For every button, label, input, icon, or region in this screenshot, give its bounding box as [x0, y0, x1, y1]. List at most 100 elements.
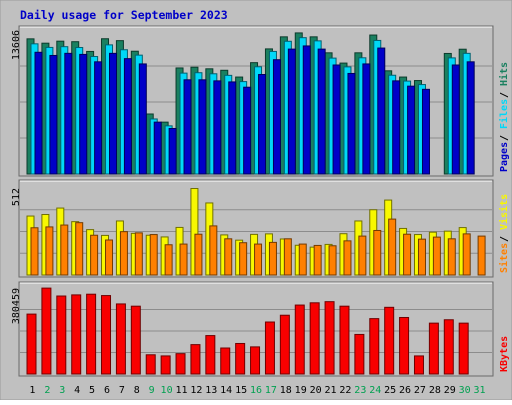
bar-sites [403, 233, 412, 276]
bar-sites [417, 238, 426, 276]
max-value-label: 512 [11, 188, 22, 206]
bar-kbytes [279, 314, 290, 375]
bar-kbytes [220, 347, 231, 375]
bar-sites [373, 229, 382, 276]
bar-sites [313, 244, 322, 276]
bar-sites [298, 243, 307, 276]
bar-sites [194, 233, 203, 276]
bar-pages [362, 63, 371, 175]
bar-kbytes [339, 305, 350, 375]
bar-kbytes [324, 301, 335, 375]
bar-kbytes [41, 287, 52, 375]
bar-kbytes [101, 295, 112, 375]
max-value-label: 380459 [11, 288, 22, 324]
legend-separator: / [499, 236, 510, 242]
x-tick-label: 20 [310, 385, 322, 396]
x-tick-label: 5 [89, 385, 95, 396]
bar-sites [105, 239, 114, 276]
bar-sites [388, 218, 397, 276]
bar-pages [392, 80, 401, 175]
legend-label-hits: Hits [498, 62, 510, 86]
legend-separator: / [499, 92, 510, 98]
bar-sites [358, 235, 367, 276]
x-tick-label: 11 [175, 385, 187, 396]
x-tick-label: 6 [104, 385, 110, 396]
x-tick-label: 21 [324, 385, 336, 396]
legend-label-kbytes: KBytes [499, 336, 510, 372]
bar-kbytes [235, 342, 246, 375]
max-value-label: 13606 [11, 30, 22, 60]
bar-kbytes [354, 333, 365, 375]
x-tick-label: 30 [459, 385, 471, 396]
bar-sites [30, 227, 39, 276]
x-tick-label: 31 [474, 385, 486, 396]
chart-title: Daily usage for September 2023 [20, 8, 228, 22]
bar-pages [94, 61, 103, 175]
bar-pages [64, 52, 73, 175]
x-tick-label: 26 [399, 385, 411, 396]
x-tick-label: 23 [354, 385, 366, 396]
bar-kbytes [428, 322, 439, 375]
bar-sites [462, 233, 471, 276]
bar-sites [254, 243, 263, 276]
bar-kbytes [86, 293, 97, 375]
bar-pages [109, 52, 118, 175]
x-tick-label: 22 [339, 385, 351, 396]
bar-pages [228, 81, 237, 175]
bar-kbytes [205, 335, 216, 375]
legend-label-sites: Sites [498, 243, 510, 273]
bar-pages [407, 85, 416, 175]
legend-label-pages: Pages [499, 142, 510, 172]
bar-kbytes [26, 313, 37, 375]
bar-kbytes [56, 295, 67, 375]
x-tick-label: 18 [280, 385, 292, 396]
legend-label-visits: Visits [498, 194, 510, 230]
bar-kbytes [309, 302, 320, 375]
x-tick-label: 16 [250, 385, 262, 396]
bar-kbytes [130, 305, 141, 375]
bar-pages [302, 45, 311, 175]
x-tick-label: 15 [235, 385, 247, 396]
x-tick-label: 25 [384, 385, 396, 396]
bar-pages [421, 88, 430, 175]
x-tick-label: 17 [265, 385, 277, 396]
x-tick-label: 19 [295, 385, 307, 396]
bar-kbytes [115, 303, 126, 375]
bar-pages [258, 74, 267, 175]
bar-pages [49, 54, 58, 175]
bar-sites [149, 234, 158, 276]
bar-pages [123, 58, 132, 175]
bar-kbytes [369, 318, 380, 375]
panel-kbytes: 380459 KBytes [11, 281, 510, 377]
x-tick-label: 3 [59, 385, 65, 396]
x-tick-label: 28 [429, 385, 441, 396]
bar-sites [343, 240, 352, 276]
bar-sites [268, 241, 277, 276]
bar-sites [209, 225, 218, 276]
bar-sites [224, 238, 233, 276]
bar-pages [466, 61, 475, 175]
x-tick-label: 29 [444, 385, 456, 396]
bar-pages [198, 79, 207, 175]
bar-kbytes [175, 353, 186, 375]
bar-sites [45, 226, 54, 276]
x-tick-label: 10 [161, 385, 173, 396]
x-tick-label: 12 [190, 385, 202, 396]
x-tick-label: 1 [29, 385, 35, 396]
bar-pages [272, 59, 281, 175]
bar-kbytes [294, 304, 305, 375]
x-tick-label: 24 [369, 385, 381, 396]
x-tick-label: 9 [149, 385, 155, 396]
x-tick-label: 7 [119, 385, 125, 396]
x-tick-label: 4 [74, 385, 80, 396]
x-tick-label: 27 [414, 385, 426, 396]
bar-sites [60, 224, 69, 276]
x-tick-label: 8 [134, 385, 140, 396]
legend-kbytes: KBytes [499, 336, 510, 372]
bar-pages [287, 48, 296, 175]
bar-pages [183, 79, 192, 175]
bar-pages [168, 127, 177, 175]
bar-pages [34, 51, 43, 175]
